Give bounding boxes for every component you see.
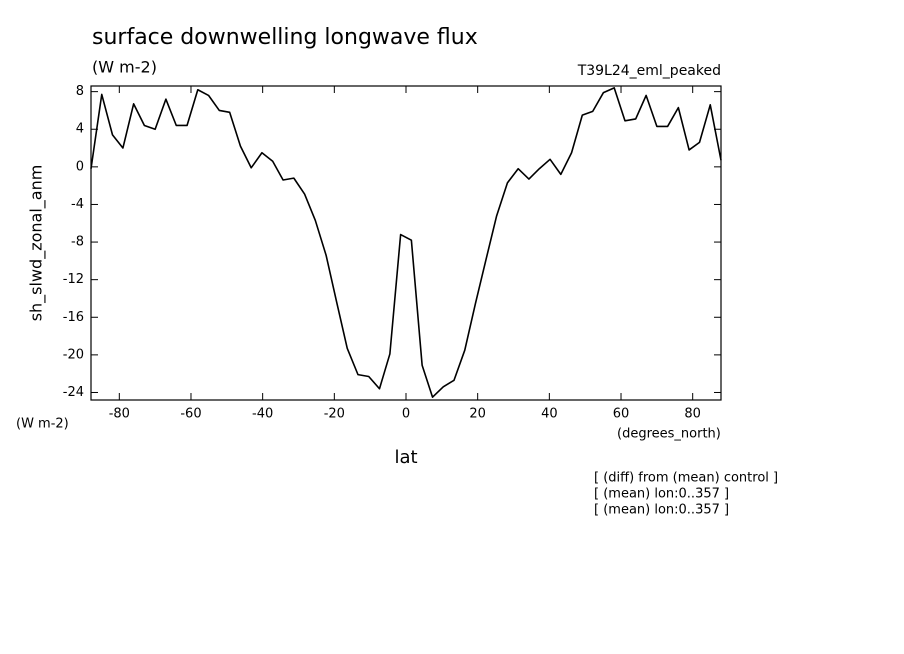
note: [ (mean) lon:0..357 ]: [594, 503, 729, 518]
y-tick-label: -20: [63, 347, 84, 362]
subtitle: (W m-2): [92, 58, 157, 77]
x-tick-label: 0: [402, 407, 410, 422]
data-line: [90, 87, 722, 398]
x-tick-label: 80: [684, 407, 701, 422]
x-tick-label: -20: [324, 407, 345, 422]
y-tick-label: 8: [76, 84, 84, 99]
note: [ (diff) from (mean) control ]: [594, 471, 778, 486]
x-tick-label: -80: [109, 407, 130, 422]
y-tick-label: 4: [76, 122, 84, 137]
y-tick-label: -16: [63, 310, 84, 325]
x-tick-label: 40: [541, 407, 558, 422]
y-tick-label: -8: [71, 235, 84, 250]
note: [ (mean) lon:0..357 ]: [594, 487, 729, 502]
dataset-label: T39L24_eml_peaked: [577, 63, 721, 79]
x-tick-label: 20: [469, 407, 486, 422]
y-tick-label: -12: [63, 272, 84, 287]
chart-title: surface downwelling longwave flux: [92, 25, 478, 50]
plot-frame: [90, 85, 722, 401]
x-tick-label: -60: [180, 407, 201, 422]
x-units: (degrees_north): [617, 427, 721, 442]
x-tick-label: 60: [613, 407, 630, 422]
y-tick-label: -4: [71, 197, 84, 212]
x-axis-label: lat: [394, 447, 417, 468]
y-axis-label: sh_slwd_zonal_anm: [27, 165, 47, 322]
x-tick-label: -40: [252, 407, 273, 422]
y-tick-label: -24: [63, 385, 84, 400]
y-units: (W m-2): [16, 417, 69, 432]
y-tick-label: 0: [76, 159, 84, 174]
